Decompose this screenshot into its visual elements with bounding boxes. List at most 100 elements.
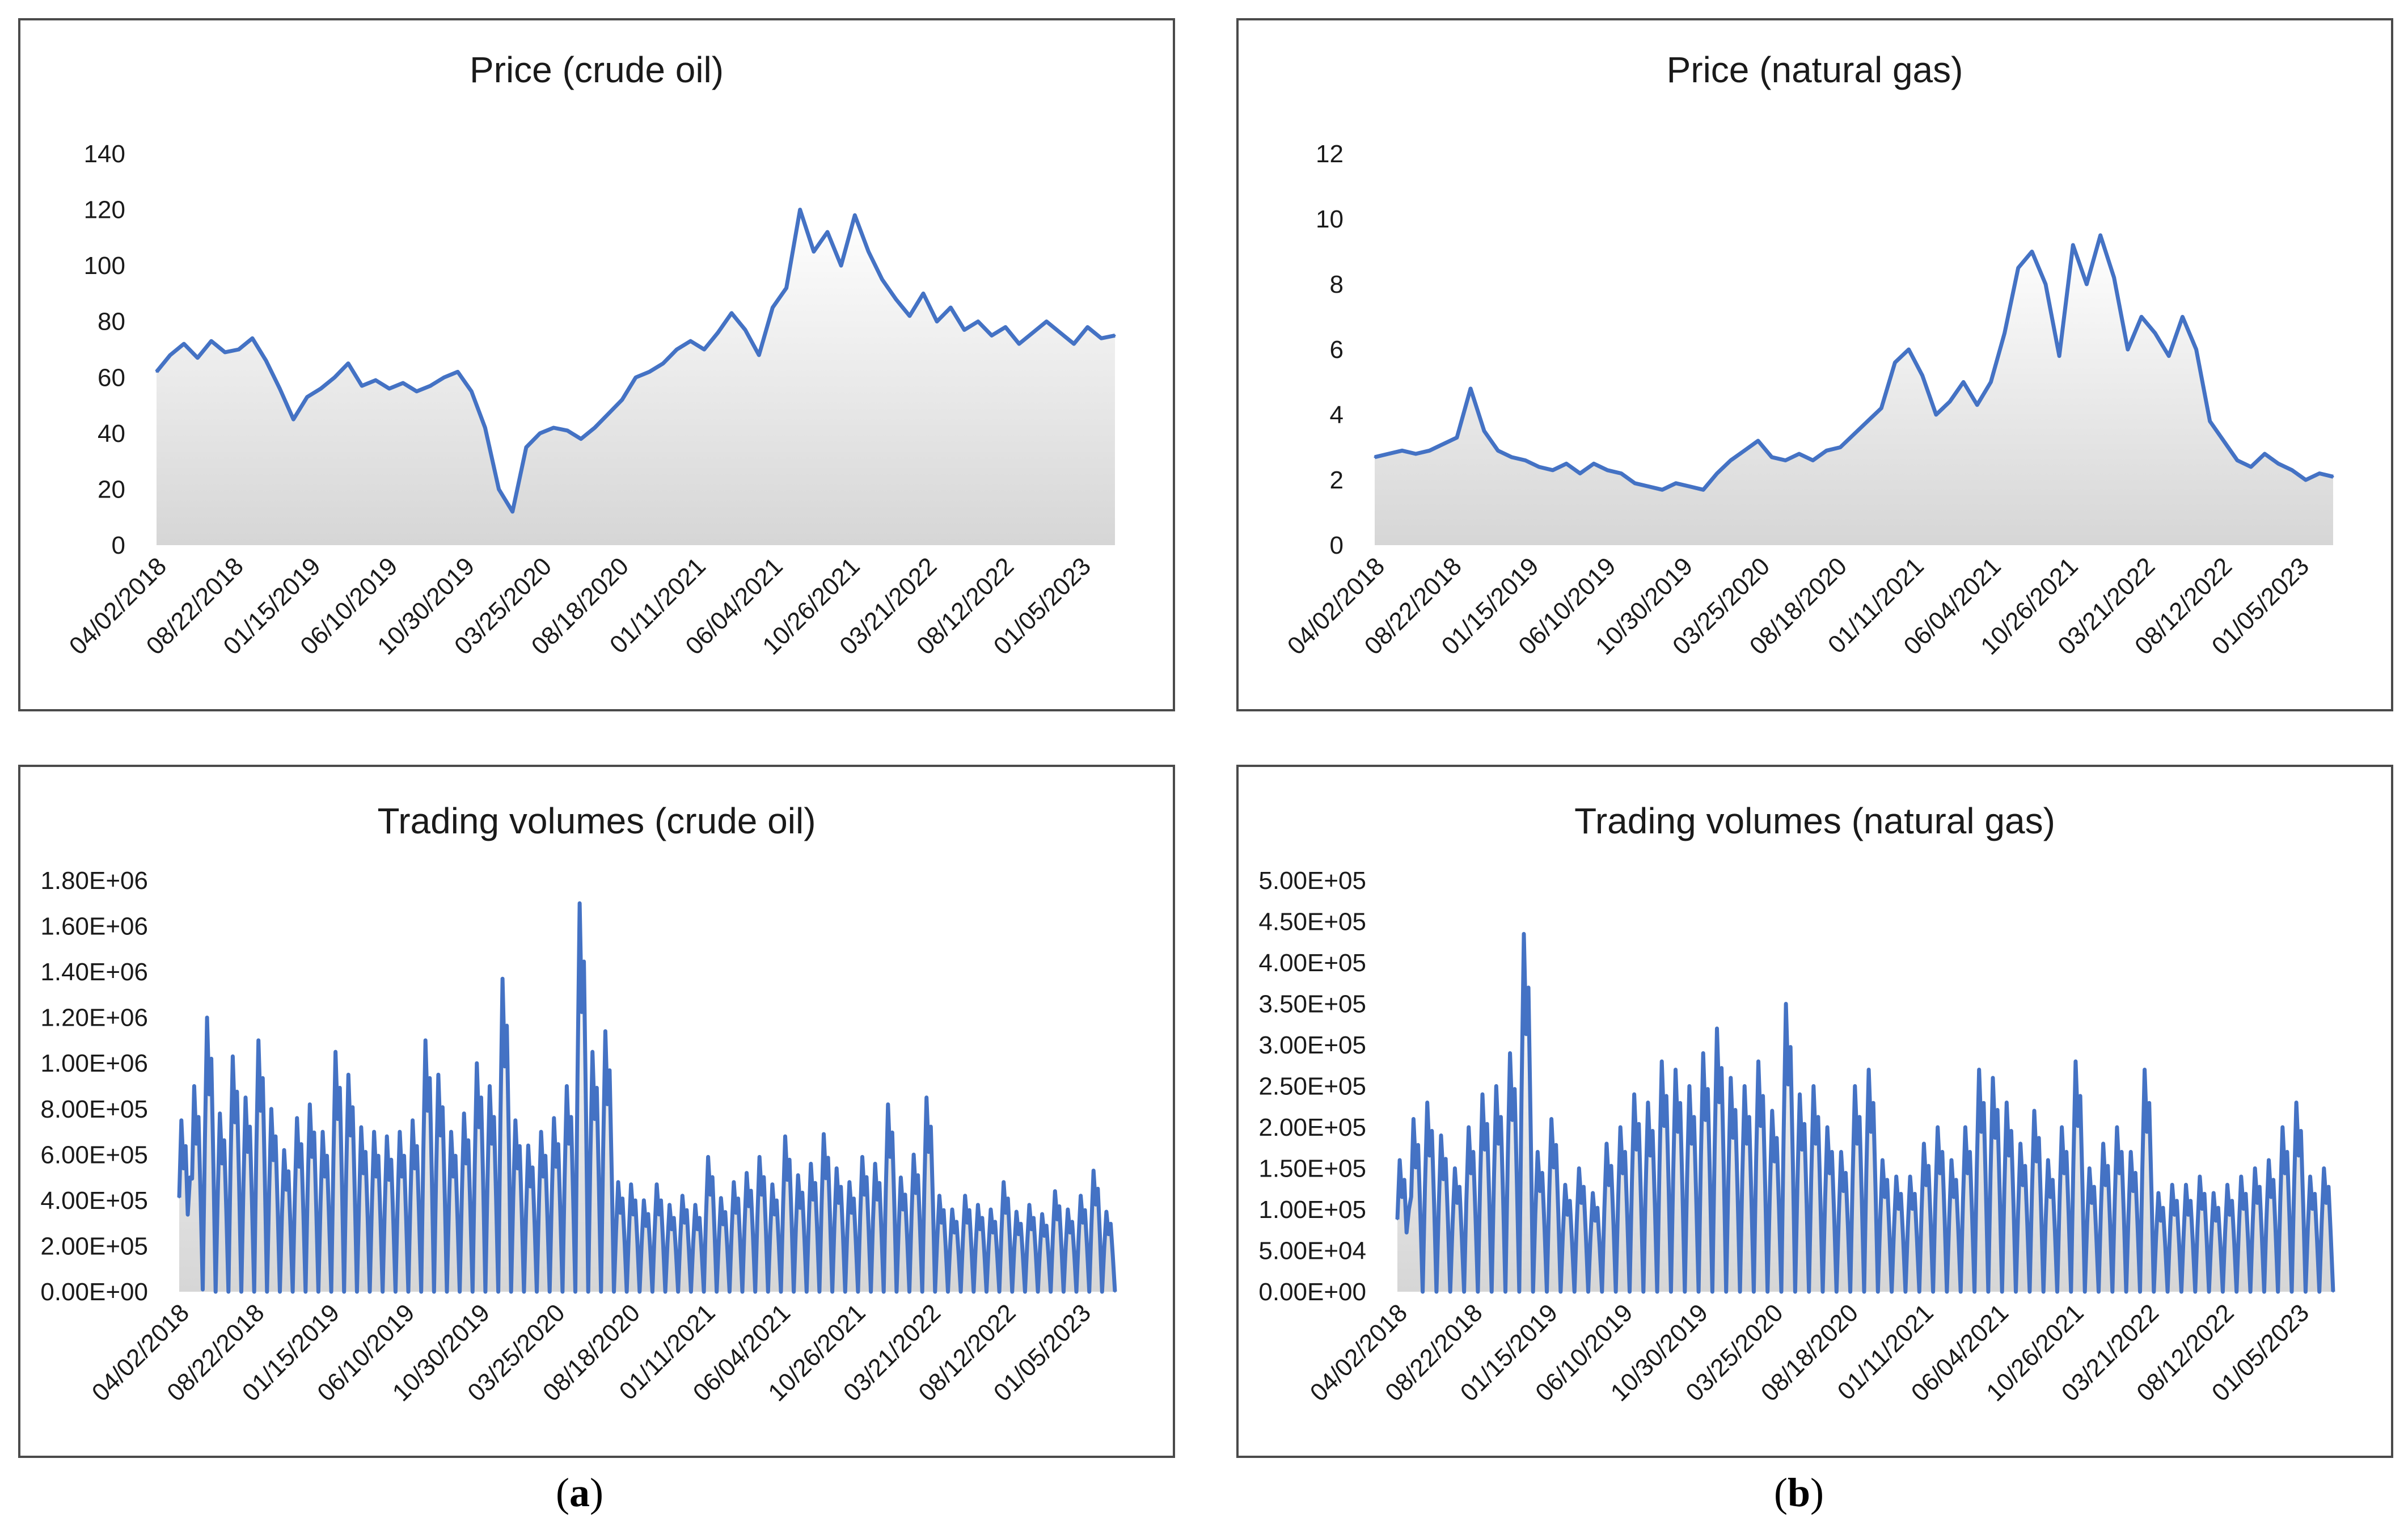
data-point [512,1196,514,1199]
data-point [662,363,664,365]
y-tick-label: 0.00E+00 [40,1278,148,1306]
data-point [330,1291,332,1293]
data-point [1438,1205,1440,1207]
data-point [1918,1291,1920,1293]
y-tick-label: 40 [98,420,125,448]
data-point [1582,1186,1585,1188]
data-point [435,1171,437,1173]
data-point [305,1291,307,1293]
data-point [1009,1241,1011,1244]
data-point [1601,1291,1603,1293]
data-point [339,1087,341,1089]
data-point [1507,1160,1509,1162]
data-point [2154,332,2156,334]
data-point [1767,1291,1769,1293]
data-point [260,1110,261,1112]
data-point [212,1167,214,1169]
data-point [341,1183,343,1185]
data-point [1414,1166,1417,1169]
data-point [1573,1291,1575,1293]
data-point [566,429,568,432]
data-point [1061,1245,1063,1247]
data-point [1771,1110,1773,1112]
data-point [606,1103,609,1105]
series-area [1375,235,2333,545]
data-point [565,1085,568,1087]
data-point [214,1291,217,1293]
data-point [1043,1234,1045,1237]
data-point [703,348,705,351]
data-point [1401,449,1403,452]
data-point [210,340,213,342]
data-point [1902,1239,1904,1241]
data-point [1033,1217,1034,1219]
data-point [2162,1207,2164,1209]
data-point [990,1208,992,1211]
data-point [396,1203,399,1205]
data-point [1011,1291,1013,1293]
y-tick-label: 4.00E+05 [1258,949,1366,977]
data-point [910,1215,912,1217]
data-point [1934,1200,1937,1202]
data-point [1017,1233,1020,1235]
data-point [1020,1223,1022,1225]
data-point [2063,1172,2065,1174]
data-point [1405,1232,1408,1234]
y-tick-label: 2.00E+05 [40,1232,148,1260]
data-point [2026,1224,2029,1226]
data-point [459,1291,461,1293]
data-point [335,1051,337,1053]
data-point [332,1158,335,1161]
data-point [643,1199,645,1202]
data-point [557,1143,559,1145]
data-point [1920,1209,1923,1211]
data-point [1490,1291,1493,1293]
data-point [1847,1228,1849,1230]
data-point [409,1196,412,1199]
data-point [1486,1123,1488,1125]
data-point [266,1291,268,1293]
data-point [1067,1208,1069,1211]
data-point [775,1199,778,1202]
data-point [628,1232,630,1234]
data-point [1080,1195,1082,1197]
data-point [2199,1175,2201,1178]
data-point [1082,1221,1084,1224]
data-point [1565,462,1568,465]
data-point [1015,1211,1017,1213]
data-point [281,1213,283,1215]
data-point [1463,1291,1465,1293]
data-point [1983,1102,1985,1104]
data-point [622,1198,624,1200]
data-point [183,1167,185,1169]
data-point [1544,1228,1545,1230]
data-point [1073,343,1075,345]
data-point [546,1219,548,1221]
data-point [1913,1193,1916,1195]
data-point [1828,1172,1831,1174]
data-point [1928,1165,1929,1167]
data-point [2022,1184,2024,1186]
data-point [1007,1198,1009,1200]
data-point [1629,1291,1630,1293]
data-point [470,1211,471,1213]
data-point [718,1239,720,1241]
data-point [191,1178,193,1180]
data-point [859,1216,861,1219]
data-point [771,1183,774,1186]
data-point [2263,1291,2265,1293]
data-point [784,1135,786,1137]
data-point [1575,1223,1578,1225]
data-point [880,1233,882,1235]
data-point [799,1207,801,1209]
data-point [268,1190,271,1192]
data-point [2148,1102,2151,1104]
data-point [681,1195,683,1197]
data-point [2127,1213,2130,1216]
data-point [660,1199,662,1202]
data-point [898,1228,900,1230]
subfigure-label-b: (b) [1774,1470,1824,1515]
data-point [2185,1184,2187,1186]
data-point [1730,1077,1732,1079]
data-point [2033,1110,2035,1112]
